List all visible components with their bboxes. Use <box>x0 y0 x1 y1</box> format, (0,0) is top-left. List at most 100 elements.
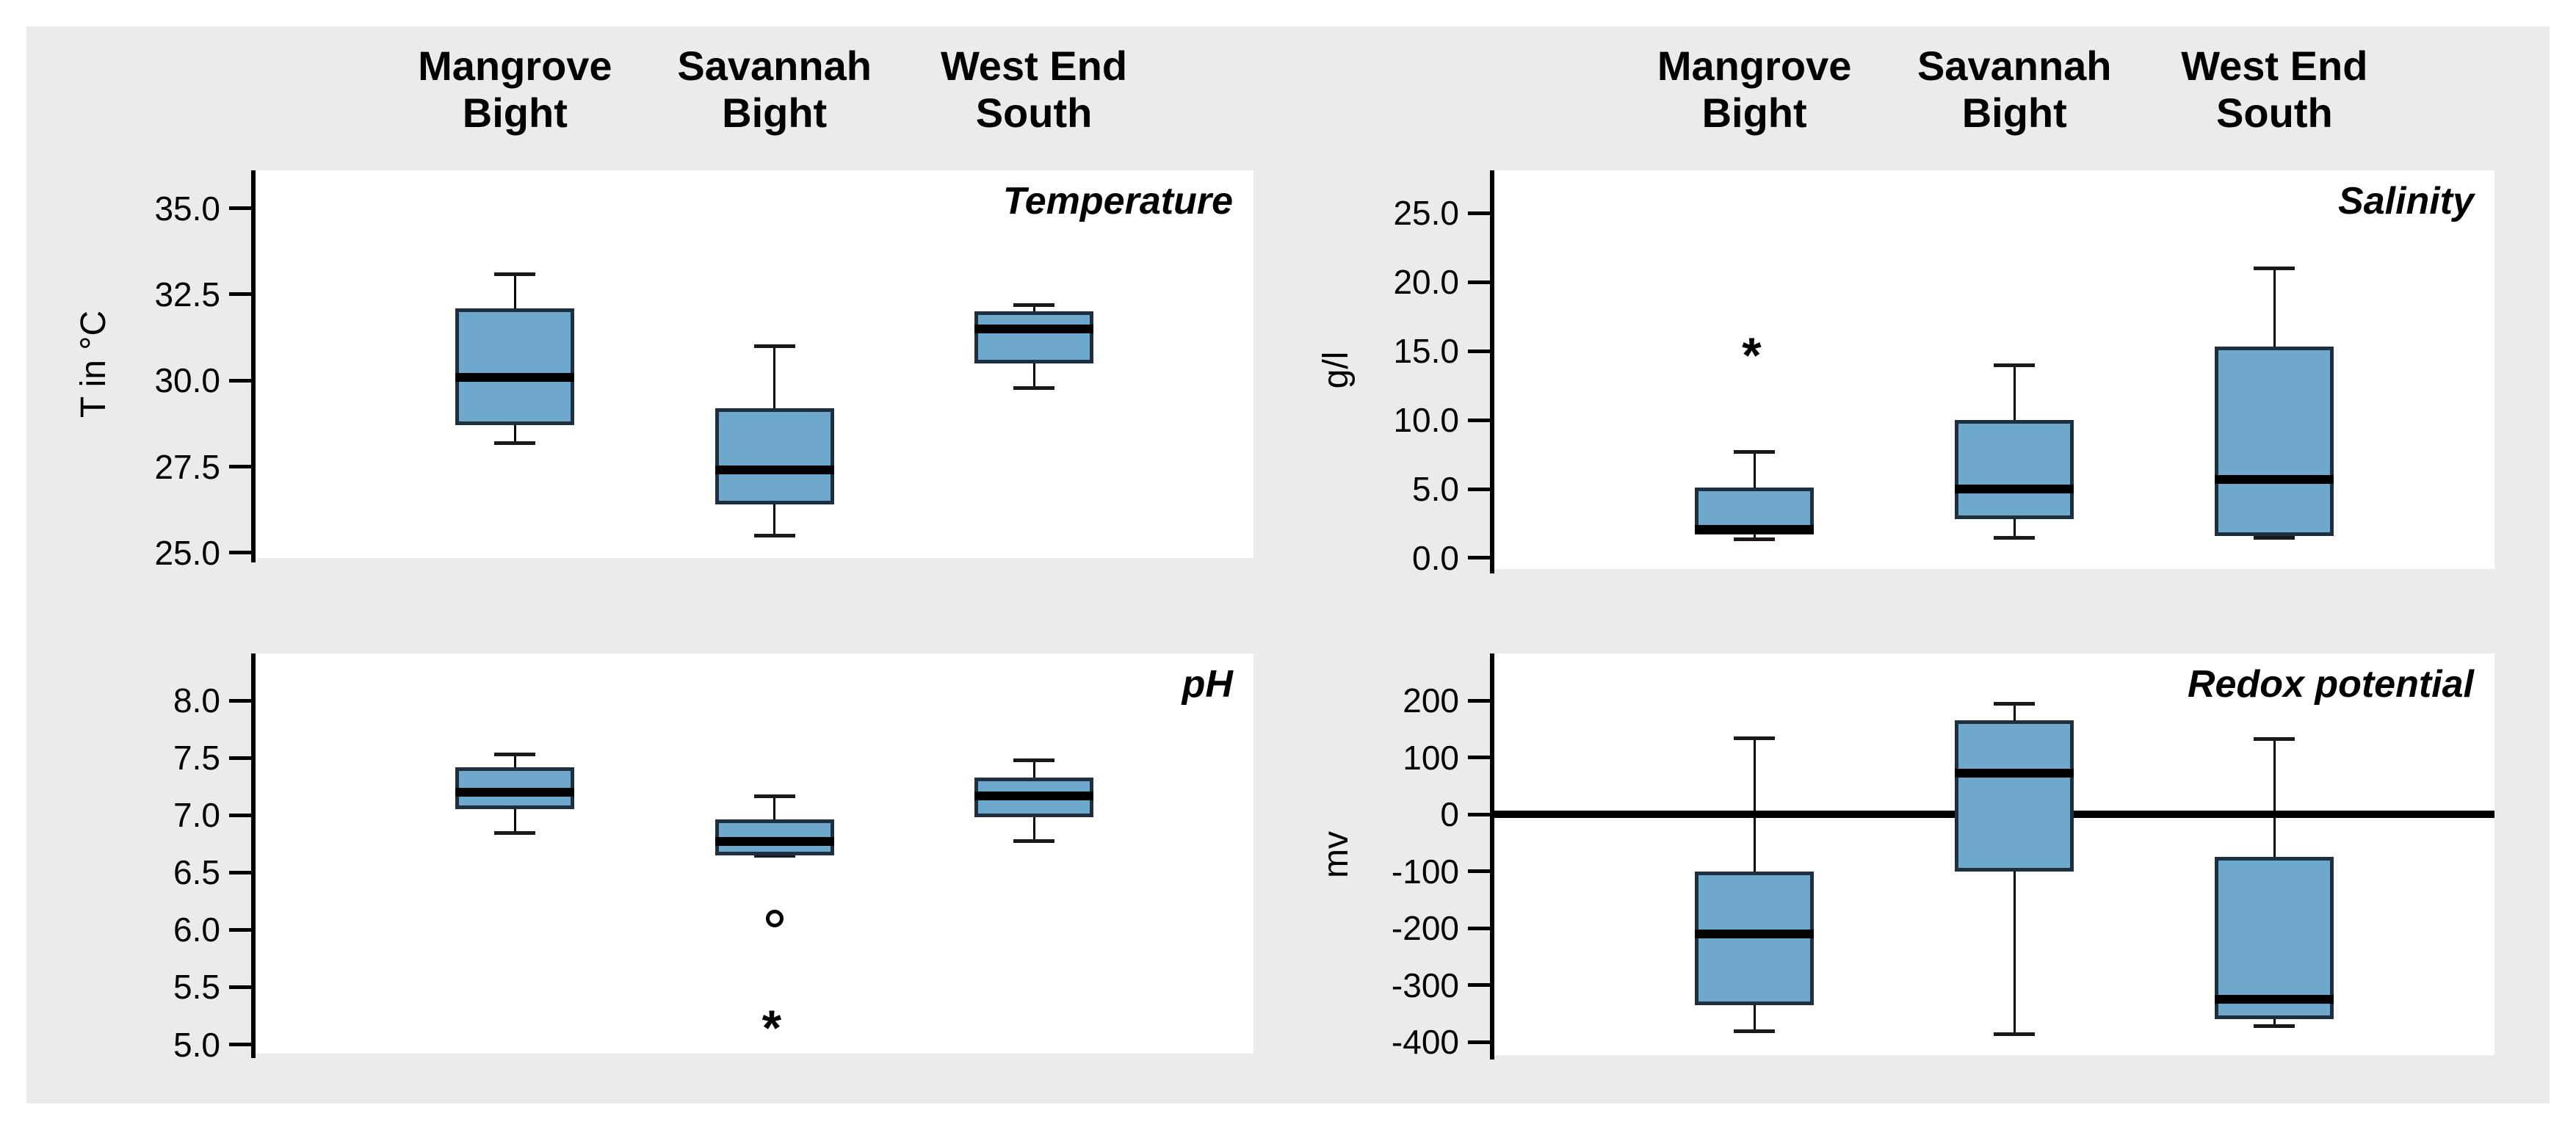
y-tick-ph <box>229 813 251 817</box>
lower-whisker-cap-salinity-mangrove-bight <box>1734 537 1776 541</box>
median-redox-mangrove-bight <box>1695 929 1815 938</box>
upper-whisker-ph-savannah-bight <box>773 795 776 820</box>
lower-whisker-cap-redox-mangrove-bight <box>1734 1029 1776 1033</box>
box-temperature-mangrove-bight <box>455 308 575 426</box>
y-tick-label-temperature: 27.5 <box>154 447 220 486</box>
y-tick-redox <box>1468 983 1490 988</box>
y-tick-label-ph: 5.0 <box>173 1025 220 1064</box>
upper-whisker-redox-west-end-south <box>2273 739 2276 858</box>
lower-whisker-cap-redox-west-end-south <box>2254 1024 2295 1029</box>
lower-whisker-redox-west-end-south <box>2273 1019 2276 1026</box>
y-tick-temperature <box>229 206 251 211</box>
upper-whisker-cap-temperature-mangrove-bight <box>494 272 536 276</box>
y-tick-label-salinity: 20.0 <box>1393 263 1459 302</box>
y-tick-ph <box>229 927 251 932</box>
upper-whisker-salinity-mangrove-bight <box>1753 452 1756 488</box>
y-tick-redox <box>1468 926 1490 930</box>
y-tick-label-ph: 6.0 <box>173 910 220 949</box>
outlier-circle-ph-savannah-bight <box>765 909 784 927</box>
upper-whisker-cap-redox-savannah-bight <box>1994 702 2036 706</box>
median-ph-mangrove-bight <box>455 787 575 797</box>
median-salinity-mangrove-bight <box>1695 524 1815 534</box>
box-temperature-west-end-south <box>974 311 1094 363</box>
upper-whisker-cap-salinity-savannah-bight <box>1994 363 2036 367</box>
y-tick-label-temperature: 32.5 <box>154 275 220 314</box>
y-tick-label-ph: 8.0 <box>173 681 220 720</box>
y-tick-ph <box>229 985 251 989</box>
median-temperature-west-end-south <box>974 324 1094 333</box>
column-header-savannah-bight: Savannah Bight <box>1917 43 2112 136</box>
column-header-west-end-south: West End South <box>940 43 1128 136</box>
y-axis-title-temperature: T in °C <box>74 310 113 419</box>
y-tick-salinity <box>1468 280 1490 284</box>
upper-whisker-ph-west-end-south <box>1032 760 1035 778</box>
y-tick-label-redox: 200 <box>1403 681 1459 720</box>
y-tick-redox <box>1468 869 1490 874</box>
upper-whisker-cap-redox-mangrove-bight <box>1734 736 1776 740</box>
y-tick-label-redox: -200 <box>1391 909 1459 948</box>
y-tick-salinity <box>1468 418 1490 422</box>
lower-whisker-cap-ph-mangrove-bight <box>494 830 536 835</box>
upper-whisker-cap-redox-west-end-south <box>2254 737 2295 742</box>
upper-whisker-cap-salinity-west-end-south <box>2254 267 2295 271</box>
upper-whisker-temperature-mangrove-bight <box>513 273 516 308</box>
y-tick-ph <box>229 756 251 760</box>
y-tick-label-temperature: 25.0 <box>154 533 220 572</box>
y-tick-label-ph: 6.5 <box>173 853 220 892</box>
y-tick-salinity <box>1468 556 1490 560</box>
upper-whisker-redox-savannah-bight <box>2013 703 2016 721</box>
upper-whisker-redox-mangrove-bight <box>1753 737 1756 872</box>
y-tick-ph <box>229 1043 251 1046</box>
upper-whisker-cap-ph-mangrove-bight <box>494 753 536 757</box>
y-tick-temperature <box>229 465 251 469</box>
upper-whisker-salinity-savannah-bight <box>2013 364 2016 421</box>
upper-whisker-cap-temperature-savannah-bight <box>753 344 795 349</box>
y-tick-ph <box>229 870 251 874</box>
lower-whisker-cap-salinity-savannah-bight <box>1994 535 2036 540</box>
y-axis-line-redox <box>1490 653 1494 1060</box>
y-axis-title-redox: mv <box>1317 830 1356 878</box>
median-temperature-savannah-bight <box>714 466 834 475</box>
y-tick-label-ph: 7.0 <box>173 796 220 835</box>
median-salinity-west-end-south <box>2215 474 2334 484</box>
y-axis-line-salinity <box>1490 170 1494 573</box>
y-tick-ph <box>229 698 251 703</box>
upper-whisker-cap-temperature-west-end-south <box>1013 303 1055 308</box>
y-tick-redox <box>1468 1040 1490 1044</box>
panel-title-redox: Redox potential <box>2187 663 2474 706</box>
y-axis-title-salinity: g/l <box>1317 351 1356 388</box>
y-tick-label-temperature: 30.0 <box>154 361 220 400</box>
lower-whisker-cap-ph-savannah-bight <box>753 853 795 858</box>
lower-whisker-salinity-mangrove-bight <box>1753 535 1756 539</box>
upper-whisker-cap-salinity-mangrove-bight <box>1734 450 1776 454</box>
y-tick-label-temperature: 35.0 <box>154 189 220 228</box>
lower-whisker-cap-temperature-west-end-south <box>1013 385 1055 390</box>
y-tick-label-salinity: 5.0 <box>1412 470 1459 509</box>
panel-title-ph: pH <box>1182 663 1233 706</box>
y-tick-salinity <box>1468 211 1490 215</box>
lower-whisker-ph-mangrove-bight <box>513 809 516 833</box>
y-tick-label-ph: 5.5 <box>173 968 220 1007</box>
median-ph-savannah-bight <box>714 837 834 847</box>
y-tick-redox <box>1468 698 1490 703</box>
y-axis-line-ph <box>251 653 256 1058</box>
y-tick-redox <box>1468 812 1490 816</box>
upper-whisker-temperature-savannah-bight <box>773 346 776 408</box>
lower-whisker-cap-ph-west-end-south <box>1013 839 1055 843</box>
lower-whisker-temperature-west-end-south <box>1032 363 1035 388</box>
median-ph-west-end-south <box>974 791 1094 800</box>
upper-whisker-temperature-west-end-south <box>1032 305 1035 312</box>
lower-whisker-cap-temperature-mangrove-bight <box>494 441 536 445</box>
y-axis-line-temperature <box>251 170 256 562</box>
y-tick-label-redox: -400 <box>1391 1023 1459 1062</box>
y-tick-salinity <box>1468 487 1490 491</box>
median-temperature-mangrove-bight <box>455 372 575 382</box>
lower-whisker-cap-temperature-savannah-bight <box>753 534 795 538</box>
y-tick-label-salinity: 25.0 <box>1393 194 1459 233</box>
column-header-mangrove-bight: Mangrove Bight <box>418 43 612 136</box>
y-tick-label-salinity: 0.0 <box>1412 538 1459 577</box>
extreme-asterisk-ph-savannah-bight: * <box>761 1000 782 1057</box>
box-redox-west-end-south <box>2215 857 2334 1020</box>
lower-whisker-redox-savannah-bight <box>2013 871 2016 1034</box>
